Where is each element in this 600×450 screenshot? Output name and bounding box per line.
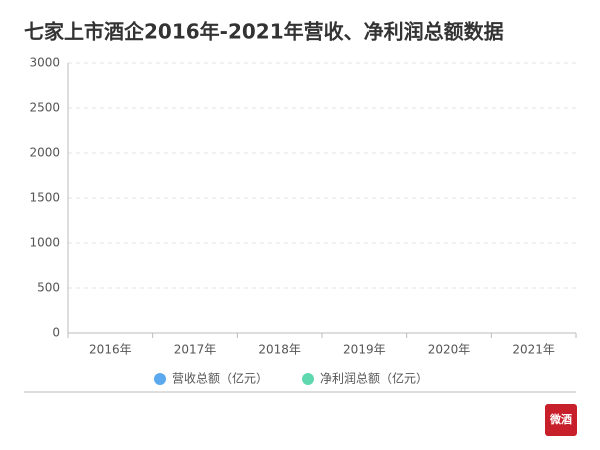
x-tick-label: 2017年 <box>174 343 217 357</box>
x-tick-label: 2016年 <box>89 343 132 357</box>
logo-box <box>545 404 577 436</box>
x-tick-label: 2019年 <box>343 343 386 357</box>
logo: 微酒 <box>549 412 572 426</box>
y-tick-label: 2000 <box>29 146 60 160</box>
chart-title: 七家上市酒企2016年-2021年营收、净利润总额数据 <box>24 20 504 44</box>
y-tick-label: 2500 <box>29 101 60 115</box>
x-tick-label: 2021年 <box>512 343 555 357</box>
y-tick-label: 1500 <box>29 191 60 205</box>
legend-marker <box>302 373 314 385</box>
y-tick-label: 0 <box>52 326 60 340</box>
legend-marker <box>154 373 166 385</box>
y-tick-label: 500 <box>37 281 60 295</box>
y-tick-label: 1000 <box>29 236 60 250</box>
legend-label: 营收总额（亿元） <box>172 371 268 386</box>
legend-label: 净利润总额（亿元） <box>320 371 428 386</box>
x-tick-label: 2018年 <box>258 343 301 357</box>
x-tick-label: 2020年 <box>428 343 471 357</box>
y-tick-label: 3000 <box>29 56 60 70</box>
